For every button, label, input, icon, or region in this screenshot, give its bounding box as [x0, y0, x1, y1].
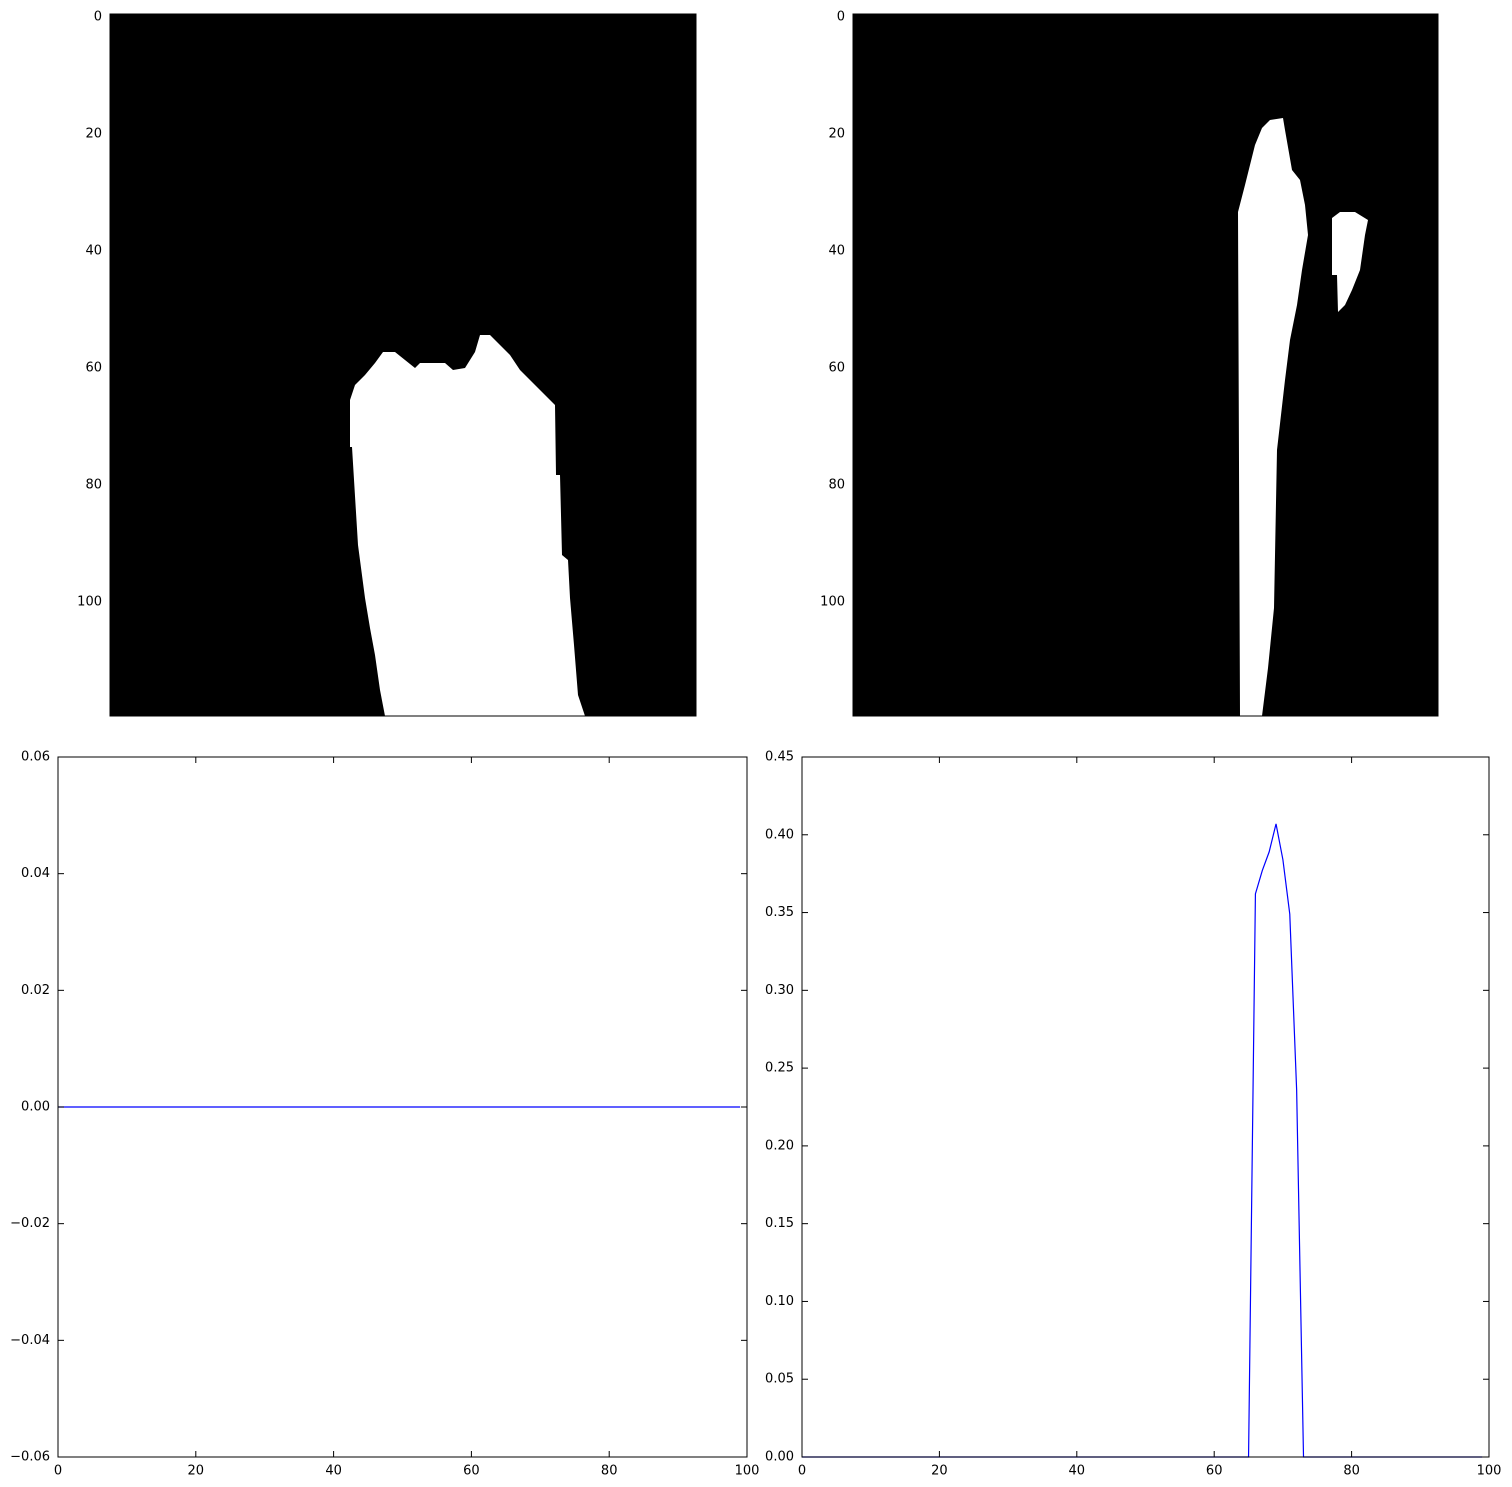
x-tick-label: 80	[1343, 1464, 1360, 1479]
x-tick-label: 0	[54, 1464, 62, 1479]
y-tick-label: 0.06	[21, 750, 50, 765]
y-tick-label: 0	[94, 9, 102, 24]
y-tick-label: 60	[85, 360, 102, 375]
x-tick-label: 100	[1477, 1464, 1502, 1479]
y-tick-label: 0.15	[765, 1216, 794, 1231]
y-tick-label: 0.45	[765, 750, 794, 765]
y-tick-label: 100	[820, 594, 845, 609]
y-tick-label: 20	[85, 126, 102, 141]
y-tick-label: −0.02	[10, 1216, 50, 1231]
x-tick-label: 0	[798, 1464, 806, 1479]
x-tick-label: 100	[735, 1464, 760, 1479]
axes-frame	[109, 13, 697, 717]
x-tick-label: 60	[463, 1464, 480, 1479]
y-tick-label: 40	[85, 243, 102, 258]
y-tick-label: −0.04	[10, 1333, 50, 1348]
y-tick-label: 0.02	[21, 983, 50, 998]
y-tick-label: 20	[828, 126, 845, 141]
y-tick-label: 0.10	[765, 1294, 794, 1309]
y-tick-label: 0.40	[765, 827, 794, 842]
y-tick-label: −0.06	[10, 1450, 50, 1465]
y-tick-label: 0.30	[765, 983, 794, 998]
y-tick-label: 100	[77, 594, 102, 609]
y-tick-label: 80	[85, 477, 102, 492]
mask-region	[1332, 212, 1368, 312]
y-tick-label: 60	[828, 360, 845, 375]
y-tick-label: 0.25	[765, 1061, 794, 1076]
y-tick-label: 0.20	[765, 1138, 794, 1153]
axes-frame	[801, 756, 1490, 1458]
mask-region	[350, 335, 585, 716]
y-tick-label: 0.00	[765, 1450, 794, 1465]
x-tick-label: 40	[325, 1464, 342, 1479]
y-tick-label: 0.04	[21, 866, 50, 881]
y-tick-label: 0	[837, 9, 845, 24]
x-tick-label: 40	[1069, 1464, 1086, 1479]
line	[802, 823, 1483, 1458]
y-tick-label: 40	[828, 243, 845, 258]
y-tick-label: 0.05	[765, 1372, 794, 1387]
y-tick-label: 80	[828, 477, 845, 492]
x-tick-label: 20	[931, 1464, 948, 1479]
y-tick-label: 0.00	[21, 1100, 50, 1115]
x-tick-label: 20	[188, 1464, 205, 1479]
y-tick-label: 0.35	[765, 905, 794, 920]
mask-image	[853, 14, 1438, 716]
x-tick-label: 60	[1206, 1464, 1223, 1479]
axes-frame	[57, 756, 748, 1458]
mask-region	[1238, 118, 1308, 716]
axes-frame	[852, 13, 1439, 717]
x-tick-label: 80	[601, 1464, 618, 1479]
